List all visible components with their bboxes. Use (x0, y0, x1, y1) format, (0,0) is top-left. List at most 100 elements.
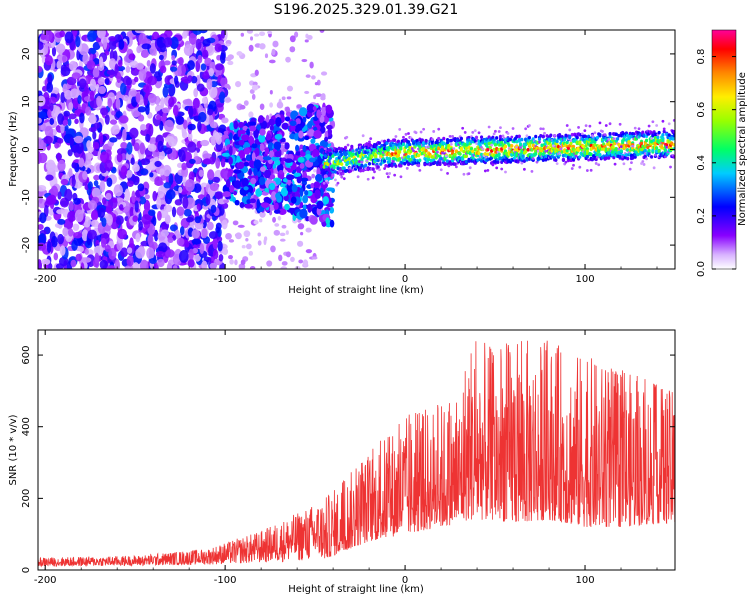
spectrogram-cell (471, 149, 475, 154)
spectrogram-cell (108, 247, 117, 260)
spectrogram-cell (120, 142, 128, 149)
spectrogram-cell (258, 115, 264, 124)
spectrogram-cell (530, 169, 534, 173)
spectrogram-cell (54, 142, 60, 149)
spectrogram-cell (170, 36, 179, 50)
spectrogram-cell (515, 151, 519, 156)
spectrogram-cell (336, 181, 340, 185)
spectrogram-cell (136, 45, 142, 54)
spectrogram-cell (260, 202, 270, 208)
spectrogram-cell (87, 200, 98, 210)
spectrogram-cell (669, 165, 672, 169)
spectrogram-cell (229, 185, 235, 193)
spectrogram-cell (527, 135, 532, 140)
spectrogram-cell (56, 60, 62, 70)
spectrogram-cell (101, 197, 107, 205)
spectrogram-cell (329, 206, 335, 214)
spectrogram-cell (652, 138, 656, 143)
spectrogram-cell (337, 146, 341, 151)
spectrogram-cell (327, 159, 331, 163)
spectrogram-cell (147, 93, 157, 104)
spectrogram-cell (328, 156, 333, 160)
spectrogram-cell (454, 165, 458, 169)
spectrogram-cell (208, 67, 214, 77)
spectrogram-cell (280, 137, 286, 143)
spectrogram-cell (305, 74, 311, 78)
spectrogram-cell (171, 206, 177, 218)
colorbar-ticks: 0.0 0.2 0.4 0.6 0.8 (696, 49, 736, 277)
spectrogram-cell (311, 75, 316, 80)
spectrogram-cell (558, 132, 562, 137)
spectrogram-cell (406, 155, 411, 159)
spectrogram-cell (47, 73, 53, 85)
spectrogram-cell (51, 46, 57, 57)
spectrogram-cell (62, 54, 67, 63)
spectrogram-cell (585, 154, 589, 159)
spectrogram-cell (183, 44, 194, 57)
spectrogram-cell (92, 141, 100, 150)
spectrogram-cell (44, 54, 53, 66)
spectrogram-cell (281, 122, 290, 130)
spectrogram-cell (192, 30, 203, 35)
spectrogram-cell (672, 118, 675, 122)
spectrogram-cell (221, 152, 231, 157)
spectrogram-cell (376, 158, 380, 163)
spectrogram-cell (234, 199, 240, 206)
spectrogram-cell (607, 138, 611, 141)
spectrogram-cell (116, 71, 122, 84)
spectrogram-cell (429, 158, 433, 163)
spectrogram-cell (313, 116, 319, 122)
spectrogram-cell (453, 138, 457, 143)
spectrogram-cell (295, 166, 302, 174)
spectrogram-cell (477, 131, 481, 135)
spectrogram-cells (38, 30, 675, 269)
spectrogram-cell (255, 188, 263, 197)
spectrogram-cell (55, 43, 66, 54)
spectrogram-cell (38, 152, 48, 164)
spectrogram-cell (241, 134, 250, 141)
spectrogram-cell (215, 63, 224, 71)
spectrogram-cell (500, 147, 504, 151)
spectrogram-cell (280, 187, 289, 197)
spectrogram-cell (618, 154, 622, 159)
spectrogram-cell (141, 43, 152, 50)
spectrogram-cell (254, 69, 259, 76)
spectrogram-cell (626, 134, 630, 138)
spectrogram-cell (361, 134, 365, 138)
spectrogram-cell (404, 132, 408, 136)
spectrogram-cell (325, 187, 335, 192)
spectrogram-cell (91, 209, 99, 221)
spectrogram-cell (38, 117, 42, 124)
spectrogram-cell (651, 148, 655, 153)
spectrogram-cell (168, 173, 174, 186)
spectrogram-cell (438, 161, 442, 166)
spectrogram-cell (225, 179, 231, 188)
spectrogram-cell (149, 172, 154, 178)
spectrogram-cell (217, 240, 223, 252)
spectrogram-cell (390, 164, 394, 168)
spectrogram-cell (97, 77, 105, 85)
spectrogram-cell (341, 171, 345, 176)
spectrogram-cell (598, 121, 602, 125)
spectrogram-cell (365, 159, 369, 163)
spectrogram-cell (345, 168, 349, 173)
spectrogram-cell (495, 136, 499, 140)
spectrogram-cell (366, 177, 370, 181)
spectrogram-cell (130, 157, 135, 166)
spectrogram-cell (132, 262, 140, 269)
spectrogram-cell (156, 196, 162, 210)
spectrogram-cell (212, 237, 218, 250)
spectrogram-cell (197, 54, 203, 64)
spectrogram-cell (524, 142, 528, 147)
spectrogram-cell (235, 232, 242, 240)
spectrogram-cell (486, 168, 490, 172)
spectrogram-cell (306, 35, 313, 40)
spectrogram-cell (517, 134, 521, 139)
spectrogram-cell (90, 220, 96, 227)
spectrogram-cell (631, 144, 635, 148)
spectrogram-x-tick-label: -100 (214, 274, 237, 285)
spectrogram-x-label: Height of straight line (km) (288, 285, 424, 296)
spectrogram-cell (332, 165, 336, 170)
spectrogram-cell (241, 177, 249, 188)
spectrogram-cell (365, 142, 369, 146)
